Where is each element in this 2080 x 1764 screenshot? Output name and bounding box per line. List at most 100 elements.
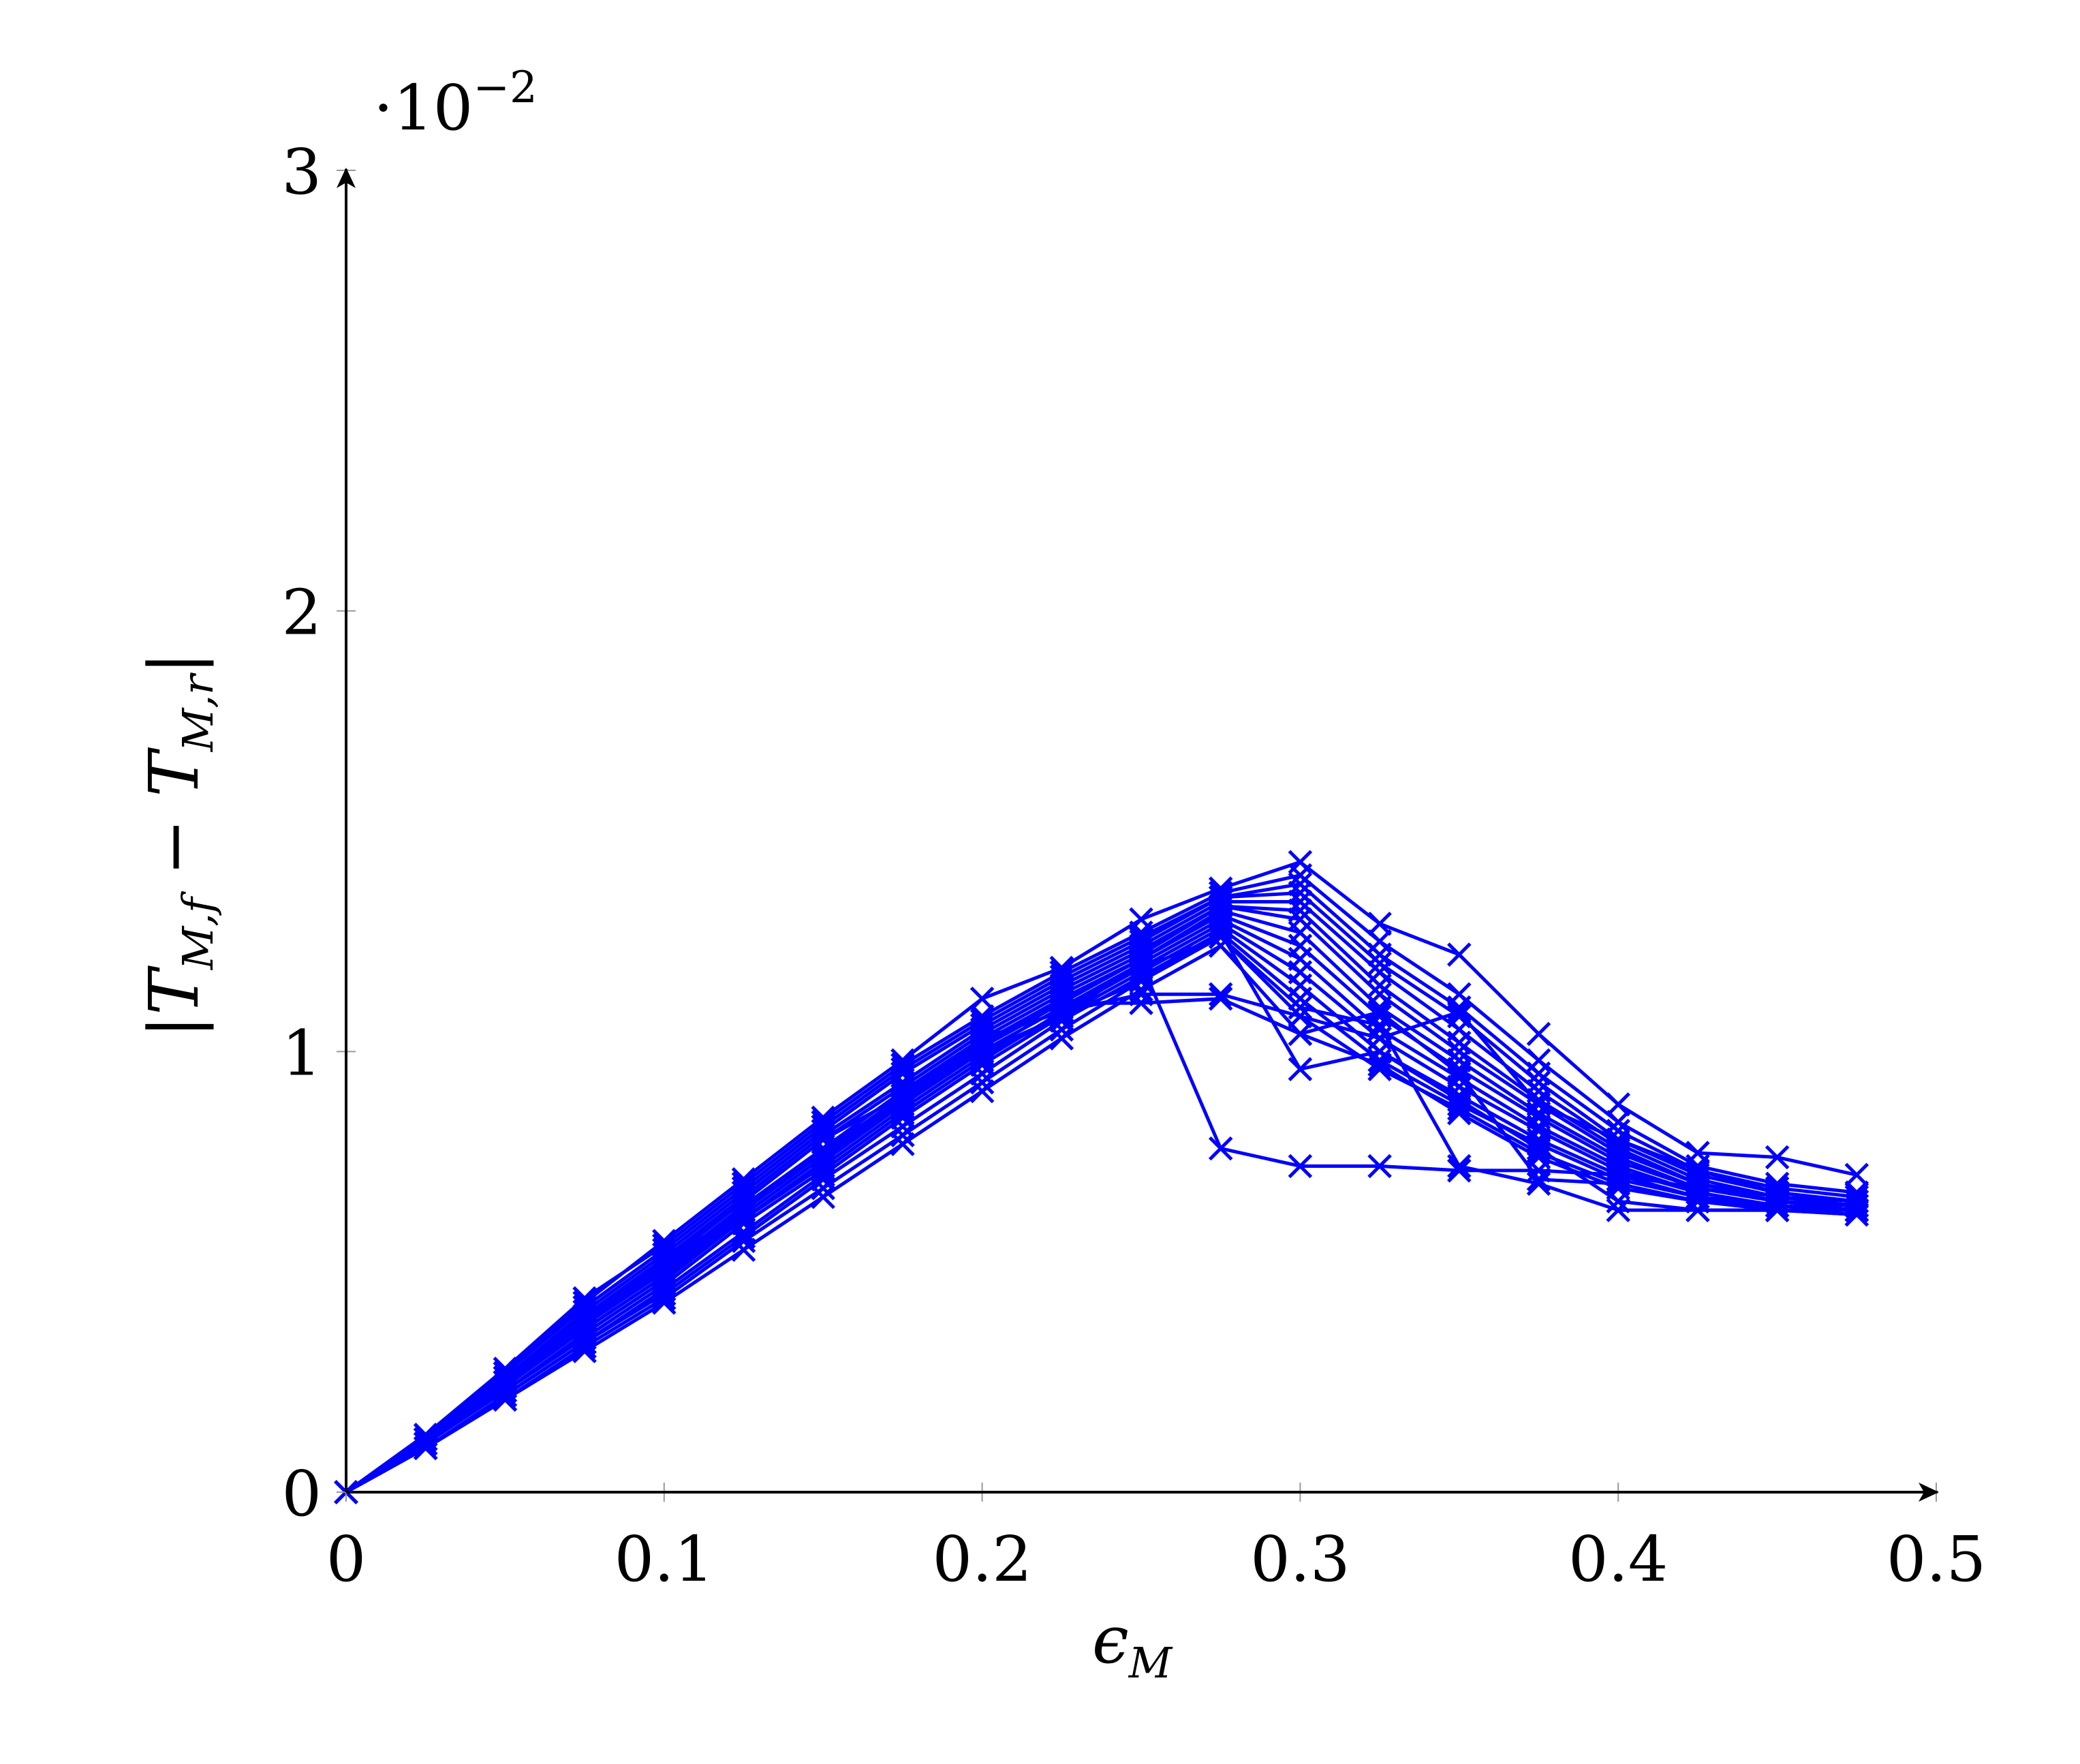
data-point-marker xyxy=(1844,1193,1869,1218)
x-tick-label: 0.5 xyxy=(1887,1523,1986,1596)
data-point-marker xyxy=(731,1207,756,1231)
y-axis-title: |TM,f − TM,r| xyxy=(134,651,223,1038)
data-point-marker xyxy=(811,1118,835,1143)
data-point-marker xyxy=(890,1114,915,1139)
data-point-marker xyxy=(1526,1158,1551,1183)
data-point-marker xyxy=(1367,951,1392,976)
y-scale-note: ·10−2 xyxy=(373,63,538,144)
y-axis-arrow xyxy=(337,168,356,188)
series-20 xyxy=(334,951,1869,1504)
data-point-marker xyxy=(1367,942,1392,967)
series-line xyxy=(345,891,1857,1494)
data-point-marker xyxy=(1606,1110,1630,1134)
data-point-marker xyxy=(1208,986,1233,1011)
series-line xyxy=(345,922,1857,1494)
data-point-marker xyxy=(413,1432,438,1456)
data-point-marker xyxy=(1526,1136,1551,1161)
data-point-marker xyxy=(1765,1145,1790,1170)
series-line xyxy=(345,860,1857,1494)
data-point-marker xyxy=(1844,1189,1869,1213)
data-point-marker xyxy=(1288,1057,1313,1081)
data-point-marker xyxy=(969,1070,995,1095)
series-13 xyxy=(334,920,1869,1504)
series-line xyxy=(345,944,1857,1494)
data-point-marker xyxy=(1447,1057,1472,1081)
data-point-marker xyxy=(1526,1021,1551,1047)
data-point-marker xyxy=(731,1189,756,1213)
x-tick-label: 0.2 xyxy=(932,1523,1031,1596)
axes-layer: 0 0.1 0.2 0.3 0.4 0.5 0 1 2 3 xyxy=(281,136,1986,1596)
data-point-marker xyxy=(1606,1092,1630,1117)
data-point-marker xyxy=(1606,1198,1630,1222)
data-point-marker xyxy=(1447,1154,1472,1179)
data-point-marker xyxy=(1447,942,1472,967)
data-point-marker xyxy=(1686,1158,1710,1183)
data-point-marker xyxy=(811,1141,835,1165)
data-point-marker xyxy=(1447,1087,1472,1113)
data-point-marker xyxy=(1606,1127,1630,1152)
data-point-marker xyxy=(1208,925,1233,949)
data-point-marker xyxy=(572,1308,597,1333)
data-point-marker xyxy=(1367,1000,1392,1024)
series-line xyxy=(345,997,1857,1494)
data-point-marker xyxy=(1447,1061,1472,1086)
y-axis-title-prefix: |T xyxy=(134,965,214,1038)
y-scale-note-exponent: −2 xyxy=(473,63,537,113)
data-point-marker xyxy=(652,1255,677,1280)
data-point-marker xyxy=(969,1061,995,1086)
data-point-marker xyxy=(1526,1092,1551,1117)
data-point-marker xyxy=(1606,1162,1630,1188)
x-tick-label: 0.1 xyxy=(615,1523,714,1596)
data-point-marker xyxy=(1288,863,1313,888)
y-axis-title-middle: − T xyxy=(134,747,214,897)
series-line xyxy=(345,882,1857,1494)
data-point-marker xyxy=(652,1290,677,1315)
y-axis-title-suffix: | xyxy=(134,651,214,675)
x-tick-label: 0.4 xyxy=(1568,1523,1668,1596)
data-point-marker xyxy=(1526,1061,1551,1086)
data-point-marker xyxy=(652,1246,677,1271)
data-point-marker xyxy=(1447,1158,1472,1183)
data-point-marker xyxy=(572,1312,597,1337)
data-point-marker xyxy=(1686,1176,1710,1201)
series-15 xyxy=(334,933,1869,1504)
series-16 xyxy=(334,920,1869,1504)
data-point-marker xyxy=(1447,1000,1472,1024)
data-point-marker xyxy=(1288,1154,1313,1179)
data-point-marker xyxy=(572,1303,597,1329)
data-point-marker xyxy=(1129,982,1153,1007)
y-axis-title-sub1: M,f xyxy=(173,891,223,970)
data-point-marker xyxy=(413,1436,438,1461)
data-point-marker xyxy=(652,1250,677,1275)
data-point-marker xyxy=(1367,1154,1392,1179)
y-tick-label: 2 xyxy=(281,576,322,649)
data-point-marker xyxy=(1844,1162,1869,1188)
series-line xyxy=(345,961,1857,1494)
series-18 xyxy=(334,986,1869,1504)
data-point-marker xyxy=(1367,912,1392,936)
data-point-marker xyxy=(1288,1021,1313,1047)
data-point-marker xyxy=(1526,1070,1551,1095)
data-point-marker xyxy=(1208,1136,1233,1161)
series-line xyxy=(345,873,1857,1494)
data-point-marker xyxy=(493,1374,518,1399)
series-line xyxy=(345,935,1857,1494)
data-point-marker xyxy=(493,1365,518,1390)
data-point-marker xyxy=(890,1087,915,1113)
data-point-marker xyxy=(1288,986,1313,1011)
x-axis-title-base: ϵ xyxy=(1092,1602,1129,1678)
series-line xyxy=(345,917,1857,1494)
data-point-marker xyxy=(969,1079,995,1104)
data-point-marker xyxy=(1129,955,1153,980)
series-line xyxy=(345,931,1857,1494)
data-point-marker xyxy=(1367,1026,1392,1051)
data-point-marker xyxy=(1049,1004,1074,1029)
data-point-marker xyxy=(1208,982,1233,1007)
x-axis-title-sub: M xyxy=(1128,1638,1173,1688)
data-point-marker xyxy=(1049,1026,1074,1051)
data-point-marker xyxy=(731,1237,756,1263)
data-point-marker xyxy=(1367,973,1392,998)
data-point-marker xyxy=(811,1176,835,1201)
y-axis-title-sub2: M,r xyxy=(173,672,223,752)
